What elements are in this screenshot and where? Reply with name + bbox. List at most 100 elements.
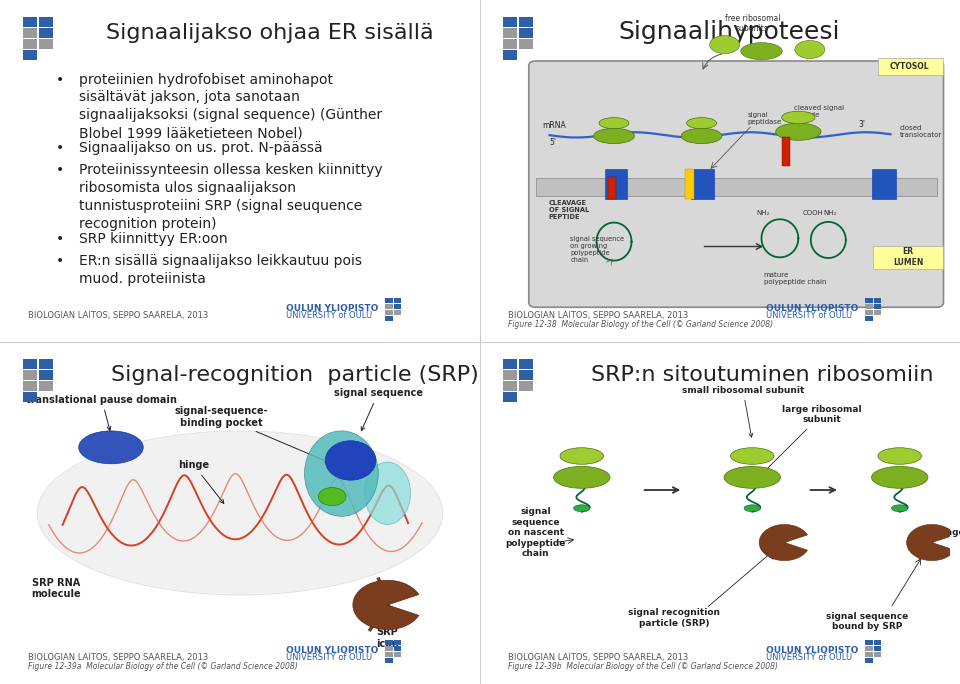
Text: free ribosomal
subunits: free ribosomal subunits	[725, 14, 780, 33]
Text: BIOLOGIAN LAITOS, SEPPO SAARELA, 2013: BIOLOGIAN LAITOS, SEPPO SAARELA, 2013	[28, 311, 208, 320]
Text: SRP
icon: SRP icon	[376, 627, 399, 648]
Ellipse shape	[724, 466, 780, 488]
Text: BIOLOGIAN LAITOS, SEPPO SAARELA, 2013: BIOLOGIAN LAITOS, SEPPO SAARELA, 2013	[28, 653, 208, 662]
Text: Figure 12-39b  Molecular Biology of the Cell (© Garland Science 2008): Figure 12-39b Molecular Biology of the C…	[508, 662, 778, 671]
Bar	[503, 392, 517, 402]
Bar	[39, 16, 53, 27]
Bar	[519, 16, 533, 27]
Text: Signaalijakso ohjaa ER sisällä: Signaalijakso ohjaa ER sisällä	[107, 23, 434, 43]
Ellipse shape	[878, 448, 922, 464]
Bar	[385, 316, 393, 321]
Bar	[865, 646, 873, 651]
Text: Signal-recognition  particle (SRP): Signal-recognition particle (SRP)	[111, 365, 479, 385]
Bar	[503, 39, 517, 49]
Text: CYTOSOL: CYTOSOL	[890, 62, 929, 71]
Text: •: •	[56, 142, 64, 155]
Bar	[385, 652, 393, 657]
Text: signal
sequence
on nascent
polypeptide
chain: signal sequence on nascent polypeptide c…	[506, 508, 565, 558]
Bar	[385, 304, 393, 309]
Bar	[385, 310, 393, 315]
FancyBboxPatch shape	[529, 61, 944, 307]
Ellipse shape	[573, 505, 590, 512]
FancyBboxPatch shape	[873, 246, 943, 269]
Bar	[23, 50, 37, 60]
Ellipse shape	[79, 431, 143, 464]
Text: •: •	[56, 232, 64, 246]
Text: UNIVERSITY of OULU: UNIVERSITY of OULU	[766, 311, 852, 320]
Bar	[865, 640, 873, 645]
Bar	[23, 358, 37, 369]
Text: Figure 12-38  Molecular Biology of the Cell (© Garland Science 2008): Figure 12-38 Molecular Biology of the Ce…	[508, 320, 773, 329]
Ellipse shape	[744, 505, 760, 512]
Bar	[503, 381, 517, 391]
Text: Figure 12-39a  Molecular Biology of the Cell (© Garland Science 2008): Figure 12-39a Molecular Biology of the C…	[28, 662, 298, 671]
Ellipse shape	[325, 440, 376, 480]
Text: 5': 5'	[549, 138, 557, 147]
Ellipse shape	[781, 111, 815, 124]
Bar	[691, 170, 713, 199]
Text: SRP RNA
molecule: SRP RNA molecule	[31, 578, 81, 599]
Text: •: •	[56, 73, 64, 86]
Text: signal recognition
particle (SRP): signal recognition particle (SRP)	[628, 608, 720, 628]
Bar	[874, 298, 881, 303]
Text: •: •	[56, 163, 64, 177]
Bar	[394, 646, 401, 651]
Bar	[503, 358, 517, 369]
Bar	[503, 16, 517, 27]
Bar	[519, 28, 533, 38]
Bar	[39, 28, 53, 38]
Text: UNIVERSITY of OULU: UNIVERSITY of OULU	[286, 653, 372, 662]
Text: signal sequence
bound by SRP: signal sequence bound by SRP	[827, 611, 908, 631]
Text: OULUN YLIOPISTO: OULUN YLIOPISTO	[286, 646, 378, 655]
Text: 3': 3'	[858, 120, 865, 129]
Ellipse shape	[795, 40, 825, 59]
Bar	[503, 28, 517, 38]
Bar	[503, 50, 517, 60]
Bar	[394, 640, 401, 645]
Ellipse shape	[365, 462, 411, 525]
Bar	[519, 370, 533, 380]
Ellipse shape	[776, 123, 821, 140]
Text: OULUN YLIOPISTO: OULUN YLIOPISTO	[766, 304, 858, 313]
Bar	[23, 16, 37, 27]
Ellipse shape	[599, 118, 629, 129]
Text: BIOLOGIAN LAITOS, SEPPO SAARELA, 2013: BIOLOGIAN LAITOS, SEPPO SAARELA, 2013	[508, 653, 688, 662]
Text: UNIVERSITY of OULU: UNIVERSITY of OULU	[766, 653, 852, 662]
Bar	[865, 316, 873, 321]
Bar	[685, 170, 694, 199]
Bar	[394, 298, 401, 303]
Text: ER
LUMEN: ER LUMEN	[893, 248, 924, 267]
Text: •: •	[56, 254, 64, 267]
Wedge shape	[906, 525, 955, 561]
Bar	[519, 39, 533, 49]
Ellipse shape	[560, 448, 604, 464]
Bar	[782, 137, 789, 166]
Bar	[865, 658, 873, 663]
Ellipse shape	[709, 36, 739, 53]
Bar	[385, 658, 393, 663]
Bar	[23, 370, 37, 380]
Bar	[536, 178, 937, 196]
Ellipse shape	[741, 42, 782, 60]
Text: signal sequence: signal sequence	[334, 388, 422, 431]
Wedge shape	[353, 580, 419, 629]
Bar	[23, 39, 37, 49]
Bar	[39, 381, 53, 391]
Ellipse shape	[37, 431, 443, 595]
Text: Proteiinissynteesin ollessa kesken kiinnittyy
ribosomista ulos signaalijakson
tu: Proteiinissynteesin ollessa kesken kiinn…	[79, 163, 382, 231]
Text: signal
peptidase: signal peptidase	[748, 112, 781, 125]
Text: signal-sequence-
binding pocket: signal-sequence- binding pocket	[175, 406, 328, 462]
Ellipse shape	[319, 488, 346, 505]
Bar	[23, 381, 37, 391]
Bar	[39, 39, 53, 49]
Text: large ribosomal
subunit: large ribosomal subunit	[755, 405, 861, 481]
Text: Signaalihypoteesi: Signaalihypoteesi	[618, 20, 840, 44]
Text: NH₂: NH₂	[756, 210, 770, 216]
Bar	[874, 646, 881, 651]
Ellipse shape	[731, 448, 774, 464]
Text: mature
polypeptide chain: mature polypeptide chain	[764, 272, 827, 285]
Text: hinge: hinge	[937, 528, 960, 537]
Text: CLEAVAGE
OF SIGNAL
PEPTIDE: CLEAVAGE OF SIGNAL PEPTIDE	[548, 200, 588, 220]
Bar	[23, 28, 37, 38]
Text: ER:n sisällä signaalijakso leikkautuu pois
muod. proteiinista: ER:n sisällä signaalijakso leikkautuu po…	[79, 254, 362, 286]
